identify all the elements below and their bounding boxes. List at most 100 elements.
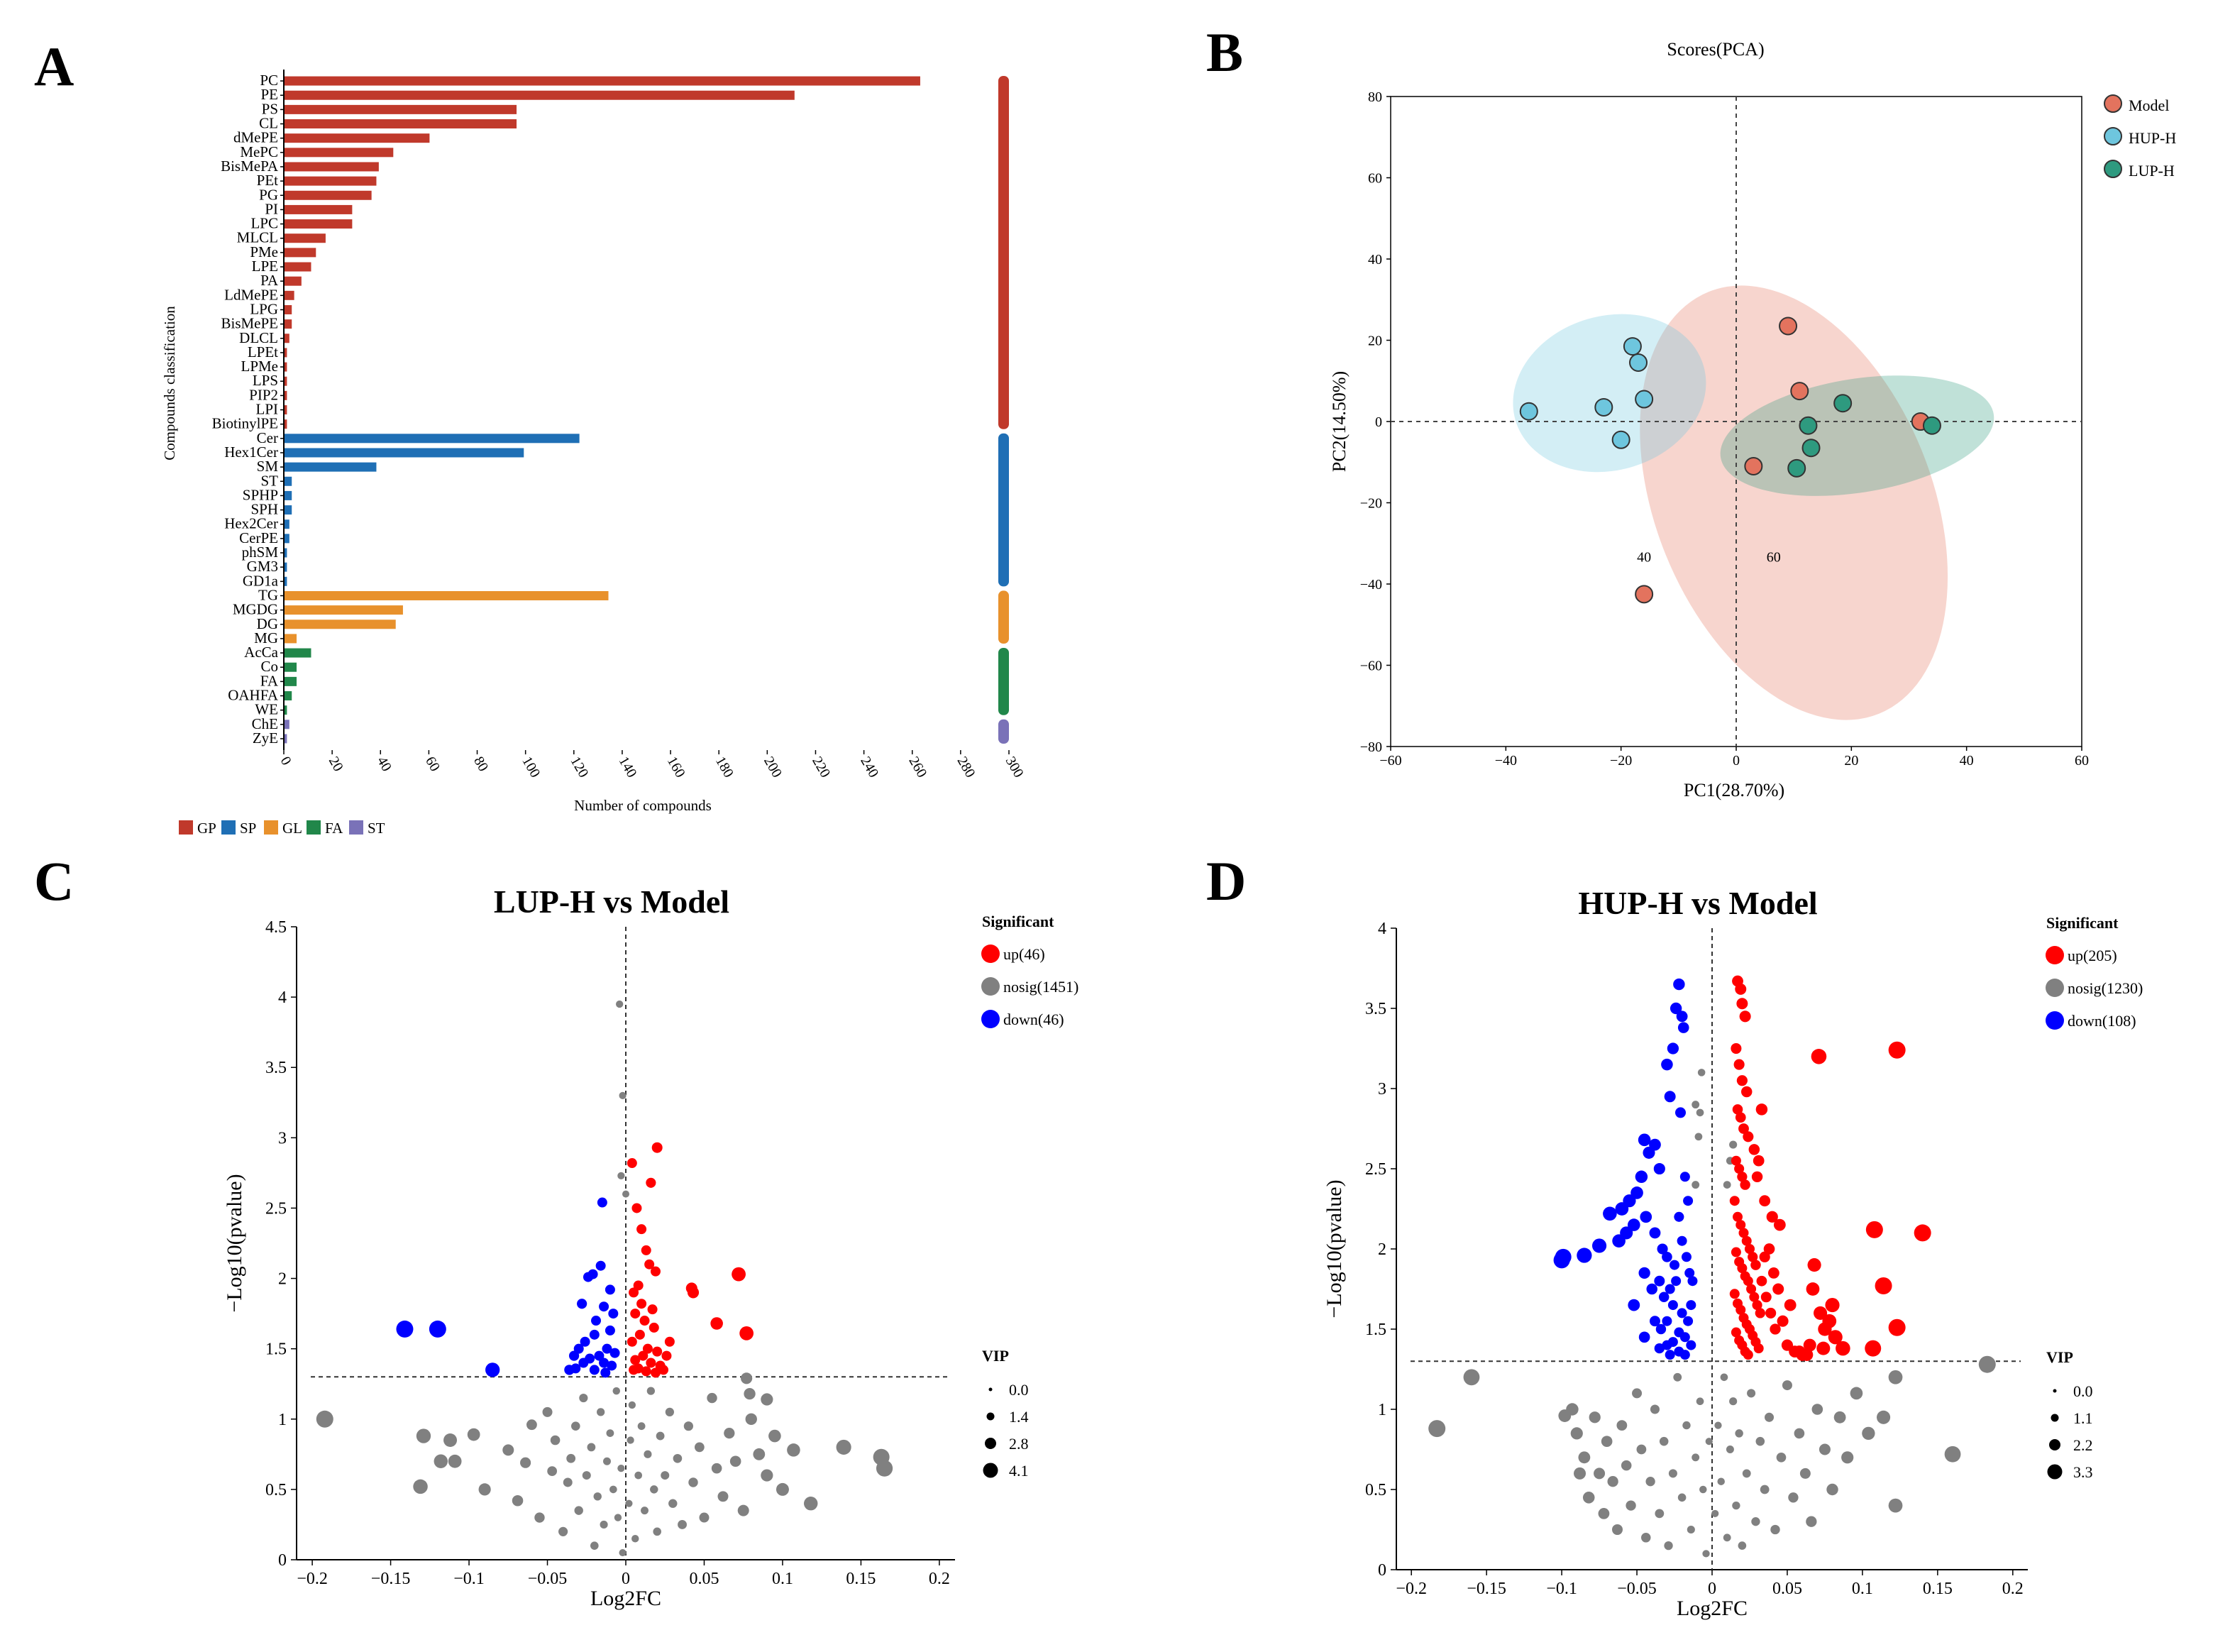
point-down [429, 1320, 446, 1338]
bar-sph [285, 505, 292, 515]
point-nosig [787, 1443, 800, 1457]
bar-lpet [285, 348, 287, 358]
point-down [1667, 1300, 1678, 1311]
bar-lpg [285, 304, 292, 314]
point-nosig [1729, 1397, 1738, 1406]
bar-pc [285, 76, 920, 86]
point-down [1687, 1276, 1698, 1287]
category-label: FA [260, 672, 279, 689]
point-up [661, 1350, 672, 1361]
x-tick-label: −0.15 [371, 1570, 411, 1588]
legend-marker [2046, 1011, 2064, 1030]
point-nosig [526, 1419, 537, 1431]
point-down [1603, 1206, 1617, 1221]
y-tick-label: 40 [1368, 252, 1382, 268]
point-up [627, 1158, 637, 1169]
point-nosig [1692, 1101, 1700, 1109]
legend-label: nosig(1230) [2068, 979, 2143, 997]
category-label: BisMePE [221, 315, 278, 332]
point-nosig [1850, 1387, 1863, 1400]
bar-mgdg [285, 605, 403, 615]
point-nosig [745, 1413, 757, 1425]
legend-size-marker [983, 1463, 998, 1478]
point-up [1741, 1086, 1753, 1098]
point-down [1683, 1196, 1694, 1206]
group-strip-st [998, 719, 1009, 744]
point-hup-h [1629, 353, 1648, 372]
point-nosig [590, 1541, 599, 1550]
point-nosig [1755, 1436, 1765, 1446]
point-up [1767, 1267, 1779, 1279]
legend-swatch-gl [264, 820, 278, 835]
category-label: LPE [252, 258, 278, 275]
bar-lps [285, 376, 287, 386]
point-down [1654, 1343, 1665, 1354]
y-tick-label: 1 [1378, 1401, 1386, 1419]
point-up [651, 1142, 663, 1153]
bar-we [285, 705, 287, 715]
point-nosig [656, 1431, 665, 1441]
point-nosig [1570, 1427, 1583, 1440]
point-up [1743, 1276, 1753, 1287]
point-down [1670, 1260, 1680, 1270]
legend-label: Model [2129, 97, 2169, 114]
legend-title-significant: Significant [2046, 914, 2119, 932]
point-down [600, 1367, 611, 1378]
point-down [396, 1320, 414, 1338]
point-lup-h [1799, 416, 1818, 435]
bar-bismepa [285, 162, 379, 172]
category-label: PIP2 [249, 386, 278, 403]
point-nosig [673, 1453, 683, 1463]
legend-label: up(205) [2068, 947, 2117, 964]
point-down [1677, 1235, 1687, 1246]
point-down [1553, 1252, 1570, 1269]
point-nosig [502, 1444, 514, 1456]
point-nosig [1677, 1493, 1687, 1502]
point-up [641, 1245, 651, 1255]
point-up [1731, 1155, 1741, 1166]
point-nosig [1760, 1485, 1770, 1494]
point-up [1753, 1155, 1765, 1167]
point-nosig [637, 1422, 646, 1431]
point-nosig [804, 1496, 818, 1511]
point-nosig [683, 1421, 693, 1431]
point-nosig [741, 1372, 753, 1384]
point-nosig [1819, 1443, 1831, 1455]
x-axis-title: Number of compounds [574, 797, 712, 814]
point-nosig [1720, 1373, 1728, 1382]
point-down [1612, 1234, 1626, 1248]
point-up [629, 1365, 639, 1375]
x-tick-label: 220 [809, 754, 833, 781]
point-model [1779, 316, 1798, 336]
point-up [1822, 1314, 1837, 1328]
point-nosig [1641, 1533, 1651, 1543]
point-nosig [1765, 1412, 1775, 1422]
legend-size-marker [2051, 1414, 2059, 1422]
category-label: Co [260, 658, 278, 675]
point-down [1638, 1267, 1650, 1279]
legend-marker-hup-h [2104, 127, 2122, 145]
point-down [1677, 1022, 1689, 1033]
point-up [1734, 1163, 1745, 1174]
y-tick-label: 0.5 [265, 1481, 287, 1499]
point-hup-h [1611, 430, 1630, 449]
point-nosig [724, 1427, 735, 1439]
bar-hex2cer [285, 519, 289, 529]
point-up [650, 1367, 661, 1378]
point-nosig [1687, 1525, 1695, 1534]
point-down [1684, 1267, 1695, 1278]
point-up [1740, 1179, 1750, 1190]
point-down [608, 1309, 619, 1319]
point-nosig [1589, 1411, 1601, 1424]
point-up [1772, 1283, 1784, 1295]
panel-letter-d: D [1206, 850, 1246, 912]
point-up [1755, 1308, 1765, 1318]
point-up [1816, 1341, 1831, 1355]
point-up [644, 1259, 655, 1270]
point-nosig [1655, 1509, 1665, 1519]
point-up [1748, 1144, 1760, 1155]
group-strip-gp [998, 76, 1009, 429]
point-up [1743, 1131, 1754, 1142]
point-nosig [467, 1428, 480, 1441]
point-down [605, 1284, 615, 1295]
